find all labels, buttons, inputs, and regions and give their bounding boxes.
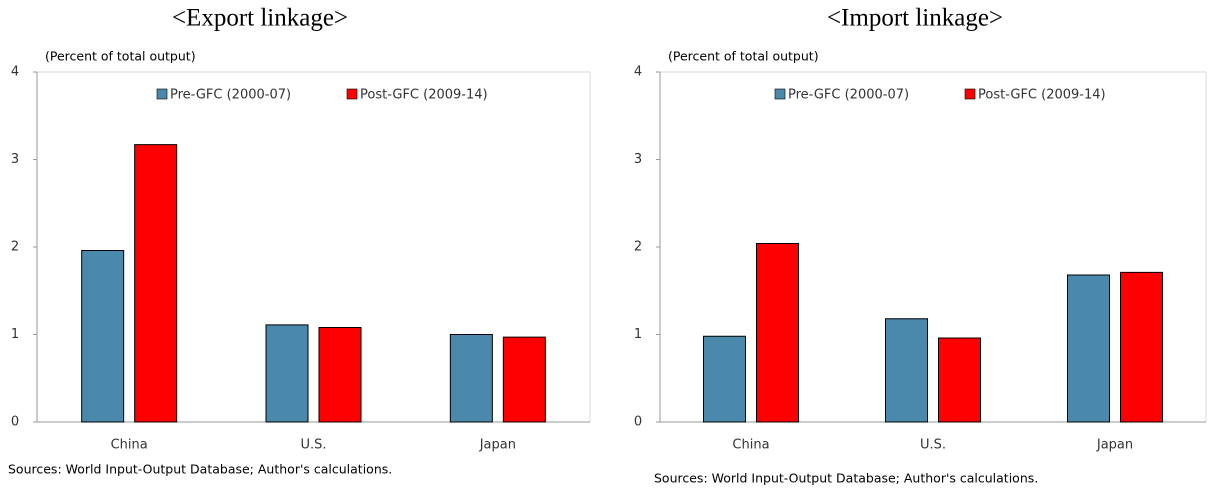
legend-label: Post-GFC (2009-14) (360, 88, 488, 103)
y-tick-label: 1 (634, 327, 642, 342)
bar (1067, 274, 1110, 423)
chart-title: <Export linkage> (172, 5, 348, 32)
y-tick-label: 4 (634, 65, 642, 80)
y-tick-label: 1 (11, 327, 19, 342)
bar (134, 144, 178, 423)
legend-swatch (346, 88, 358, 100)
legend-swatch (156, 88, 168, 100)
bar (81, 250, 125, 423)
x-tick-label: China (111, 438, 148, 453)
chart: <Import linkage> (Percent of total output… (634, 5, 1207, 486)
y-tick-label: 3 (634, 152, 642, 167)
bar (938, 337, 981, 423)
y-tick-label: 3 (11, 152, 19, 167)
source-note: Sources: World Input-Output Database; Au… (654, 471, 1038, 486)
bar (885, 318, 928, 423)
bar (703, 335, 746, 423)
y-axis-label: (Percent of total output) (668, 49, 819, 64)
legend-label: Pre-GFC (2000-07) (788, 88, 909, 103)
y-tick-label: 0 (11, 415, 19, 430)
bar (502, 336, 546, 423)
x-tick-label: China (732, 438, 769, 453)
legend-label: Pre-GFC (2000-07) (170, 88, 291, 103)
chart-title: <Import linkage> (827, 5, 1003, 32)
legend-swatch (774, 88, 786, 100)
bar (756, 243, 799, 423)
y-tick-label: 0 (634, 415, 642, 430)
x-tick-label: U.S. (920, 438, 946, 453)
bar (265, 324, 309, 423)
x-tick-label: Japan (479, 438, 516, 453)
bar (449, 334, 493, 423)
chart: <Export linkage> (Percent of total output… (8, 5, 591, 477)
bar (318, 327, 362, 423)
x-tick-label: U.S. (300, 438, 326, 453)
x-tick-label: Japan (1096, 438, 1133, 453)
bar (1120, 271, 1163, 423)
source-note: Sources: World Input-Output Database; Au… (8, 462, 392, 477)
y-tick-label: 2 (634, 240, 642, 255)
y-tick-label: 4 (11, 65, 19, 80)
y-axis-label: (Percent of total output) (45, 49, 196, 64)
legend-swatch (964, 88, 976, 100)
legend-label: Post-GFC (2009-14) (978, 88, 1106, 103)
y-tick-label: 2 (11, 240, 19, 255)
